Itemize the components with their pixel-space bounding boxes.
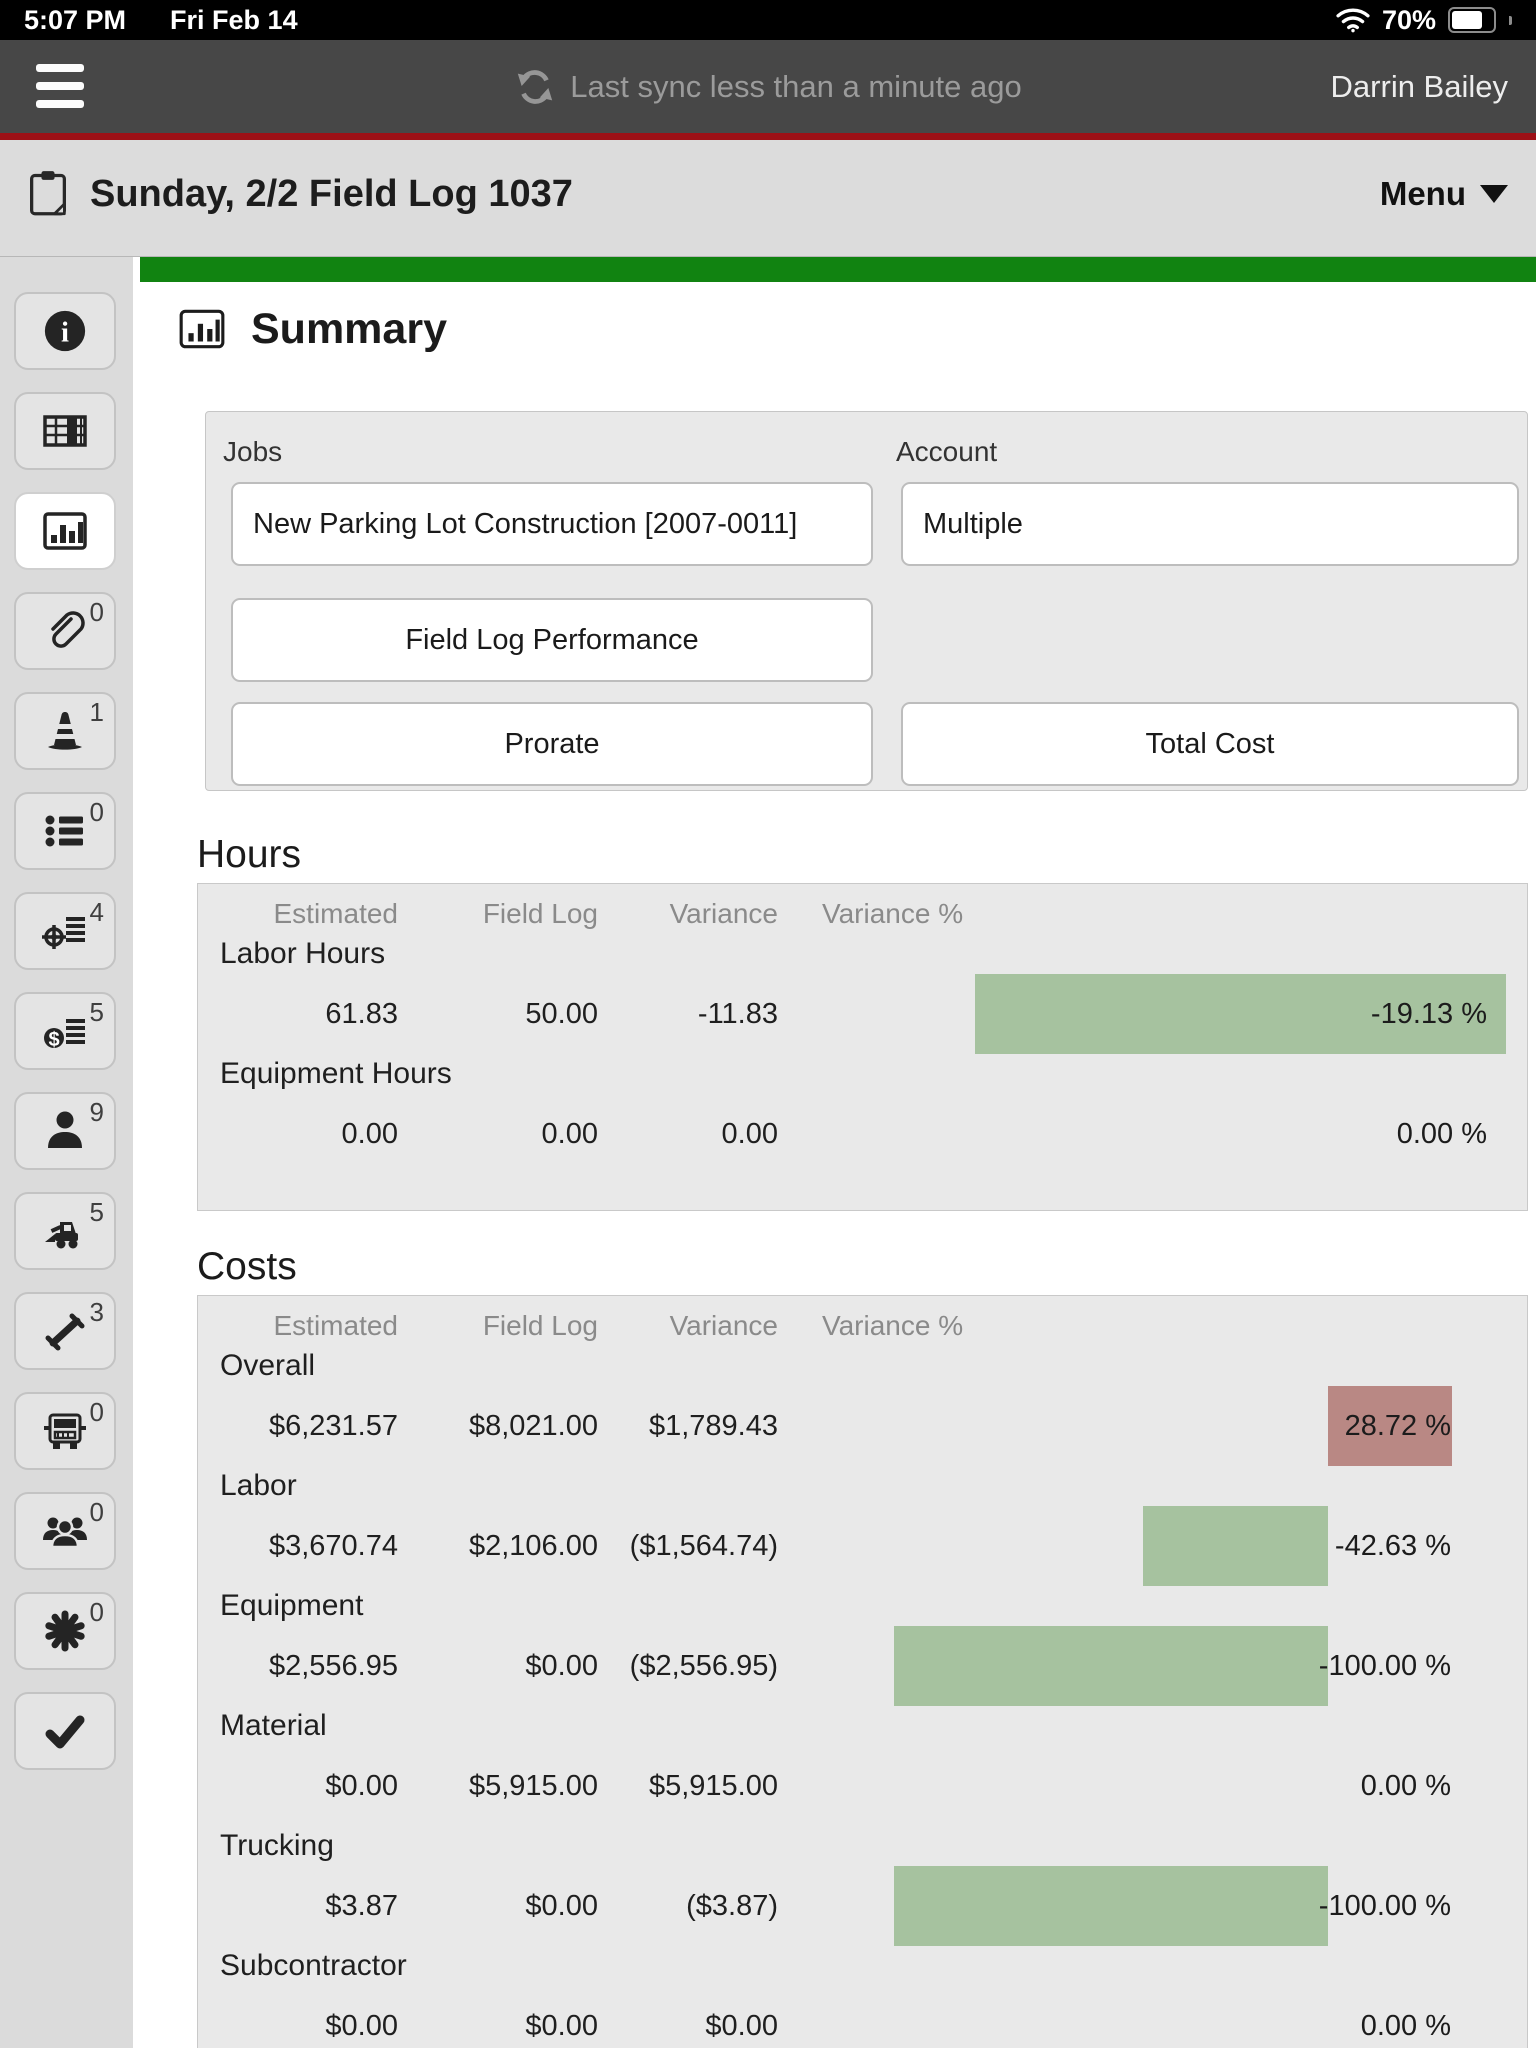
spreadsheet-icon — [41, 407, 89, 455]
chevron-down-icon — [1480, 185, 1508, 203]
bullet-list-icon — [41, 807, 89, 855]
variance-percent: 0.00 % — [1360, 1770, 1451, 1802]
sidebar-item-cost-codes[interactable]: 4 — [14, 892, 116, 970]
variance-percent: -100.00 % — [1318, 1650, 1451, 1682]
sidebar-item-crew[interactable]: 0 — [14, 1492, 116, 1570]
variance-percent: -19.13 % — [1370, 998, 1487, 1030]
summary-heading: Summary — [251, 304, 447, 353]
sidebar-item-spreadsheet[interactable] — [14, 392, 116, 470]
variance-percent: 28.72 % — [1344, 1410, 1451, 1442]
info-icon: i — [42, 308, 88, 354]
date: Fri Feb 14 — [170, 4, 298, 35]
status-bar: 5:07 PM Fri Feb 14 70% — [0, 0, 1536, 40]
svg-text:$: $ — [48, 1029, 59, 1051]
sidebar: i — [0, 257, 133, 2048]
steel-beam-icon — [41, 1307, 89, 1355]
accent-divider — [0, 133, 1536, 140]
table-row: Trucking $3.87 $0.00 ($3.87) -100.00 % — [198, 1826, 1527, 1946]
variance-percent: 0.00 % — [1360, 2010, 1451, 2042]
nav-bar: Last sync less than a minute ago Darrin … — [0, 40, 1536, 133]
sidebar-item-attachments[interactable]: 0 — [14, 592, 116, 670]
hours-section-title: Hours — [197, 833, 302, 876]
section-accent-bar — [140, 257, 1536, 282]
table-row: Material $0.00 $5,915.00 $5,915.00 0.00 … — [198, 1706, 1527, 1826]
table-row: Overall $6,231.57 $8,021.00 $1,789.43 28… — [198, 1346, 1527, 1466]
variance-percent: -100.00 % — [1318, 1890, 1451, 1922]
menu-button[interactable]: Menu — [1380, 175, 1508, 213]
account-selector[interactable]: Multiple — [901, 482, 1519, 566]
sidebar-item-misc[interactable]: 0 — [14, 1592, 116, 1670]
variance-percent: -42.63 % — [1334, 1530, 1451, 1562]
variance-percent: 0.00 % — [1396, 1118, 1487, 1150]
costs-section-title: Costs — [197, 1245, 297, 1288]
table-row: Equipment Hours 0.00 0.00 0.00 0.00 % — [198, 1054, 1527, 1174]
account-label: Account — [896, 436, 998, 467]
report-type-selector[interactable]: Field Log Performance — [231, 598, 873, 682]
variance-bar — [975, 974, 1506, 1054]
target-list-icon — [41, 907, 89, 955]
variance-bar — [1328, 1386, 1452, 1466]
sidebar-item-trucking[interactable]: 0 — [14, 1392, 116, 1470]
sidebar-item-safety-cone[interactable]: 1 — [14, 692, 116, 770]
title-bar: Sunday, 2/2 Field Log 1037 Menu — [0, 140, 1536, 257]
sidebar-item-materials[interactable]: 3 — [14, 1292, 116, 1370]
sidebar-item-labor[interactable]: 9 — [14, 1092, 116, 1170]
clock: 5:07 PM — [24, 4, 127, 35]
user-name[interactable]: Darrin Bailey — [1330, 68, 1508, 104]
page-title: Sunday, 2/2 Field Log 1037 — [90, 172, 573, 215]
sidebar-item-approve[interactable] — [14, 1692, 116, 1770]
battery-icon — [1448, 7, 1496, 33]
table-row: Labor $3,670.74 $2,106.00 ($1,564.74) -4… — [198, 1466, 1527, 1586]
dollar-list-icon: $ — [41, 1007, 89, 1055]
variance-bar — [1143, 1506, 1328, 1586]
summary-chart-icon — [177, 304, 227, 354]
truck-icon — [41, 1407, 89, 1455]
sidebar-item-expenses[interactable]: $ 5 — [14, 992, 116, 1070]
sidebar-item-info[interactable]: i — [14, 292, 116, 370]
checkmark-icon — [41, 1707, 89, 1755]
clipboard-icon — [28, 169, 68, 217]
main-content: Summary Jobs New Parking Lot Constructio… — [133, 257, 1536, 2048]
paperclip-icon — [41, 607, 89, 655]
people-group-icon — [41, 1507, 89, 1555]
sync-status-text: Last sync less than a minute ago — [570, 68, 1022, 104]
variance-bar — [894, 1626, 1328, 1706]
hamburger-menu-icon[interactable] — [36, 64, 84, 108]
jobs-selector[interactable]: New Parking Lot Construction [2007-0011] — [231, 482, 873, 566]
sidebar-item-equipment[interactable]: 5 — [14, 1192, 116, 1270]
hours-table-header: Estimated Field Log Variance Variance % — [273, 898, 964, 929]
table-row: Subcontractor $0.00 $0.00 $0.00 0.00 % — [198, 1946, 1527, 2048]
bar-chart-icon — [41, 507, 89, 555]
jobs-label: Jobs — [223, 436, 283, 467]
costs-table: Estimated Field Log Variance Variance % … — [197, 1295, 1528, 2048]
hours-table: Estimated Field Log Variance Variance % … — [197, 883, 1528, 1211]
sync-refresh-icon[interactable] — [514, 66, 556, 108]
prorate-selector[interactable]: Prorate — [231, 702, 873, 786]
total-cost-selector[interactable]: Total Cost — [901, 702, 1519, 786]
variance-bar — [894, 1866, 1328, 1946]
wifi-icon — [1336, 7, 1370, 33]
person-icon — [41, 1107, 89, 1155]
loader-icon — [41, 1207, 89, 1255]
costs-table-header: Estimated Field Log Variance Variance % — [273, 1310, 964, 1341]
sidebar-item-summary-chart[interactable] — [14, 492, 116, 570]
battery-percent: 70% — [1381, 4, 1436, 35]
svg-text:i: i — [61, 317, 69, 349]
sidebar-item-checklist[interactable]: 0 — [14, 792, 116, 870]
burst-icon — [41, 1607, 89, 1655]
traffic-cone-icon — [41, 707, 89, 755]
table-row: Labor Hours 61.83 50.00 -11.83 -19.13 % — [198, 934, 1527, 1054]
filter-panel: Jobs New Parking Lot Construction [2007-… — [205, 411, 1528, 791]
table-row: Equipment $2,556.95 $0.00 ($2,556.95) -1… — [198, 1586, 1527, 1706]
